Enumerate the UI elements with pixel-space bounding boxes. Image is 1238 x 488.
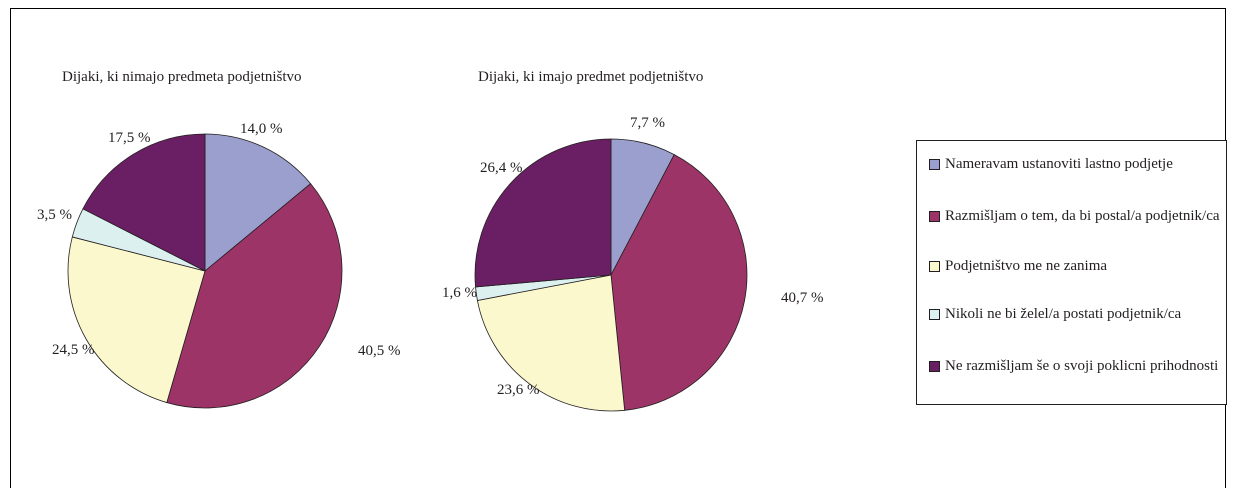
pie-2-title: Dijaki, ki imajo predmet podjetništvo xyxy=(478,69,704,85)
legend-swatch xyxy=(929,261,940,272)
pie-2-data-label-2: 40,7 % xyxy=(781,290,824,306)
legend-swatch xyxy=(929,309,940,320)
legend-swatch xyxy=(929,361,940,372)
legend-label: Razmišljam o tem, da bi postal/a podjetn… xyxy=(945,208,1220,224)
pie-2-data-label-3: 23,6 % xyxy=(497,382,540,398)
legend-label: Ne razmišljam še o svoji poklicni prihod… xyxy=(945,358,1219,374)
pie-1-data-label-4: 3,5 % xyxy=(37,207,72,223)
legend-label: Nikoli ne bi želel/a postati podjetnik/c… xyxy=(945,306,1182,322)
legend-swatch xyxy=(929,159,940,170)
pie-2-slice-3 xyxy=(476,274,626,412)
legend-swatch xyxy=(929,211,940,222)
pie-2-data-label-4: 1,6 % xyxy=(442,285,477,301)
pie-1-slice-5 xyxy=(82,133,206,272)
pie-1-data-label-3: 24,5 % xyxy=(52,342,95,358)
pie-1-slice-3 xyxy=(67,236,206,404)
pie-1-title: Dijaki, ki nimajo predmeta podjetništvo xyxy=(62,69,302,85)
pie-1-data-label-2: 40,5 % xyxy=(358,343,401,359)
legend: Nameravam ustanoviti lastno podjetje Raz… xyxy=(916,140,1227,405)
pie-2-slice-2 xyxy=(610,154,748,411)
legend-label: Podjetništvo me ne zanima xyxy=(945,258,1108,274)
pie-1-data-label-1: 14,0 % xyxy=(240,121,283,137)
pie-1-data-label-5: 17,5 % xyxy=(108,130,151,146)
pie-1-slice-1 xyxy=(204,133,312,272)
pie-2-slice-5 xyxy=(474,138,612,288)
pie-2-data-label-5: 26,4 % xyxy=(480,160,523,176)
legend-label: Nameravam ustanoviti lastno podjetje xyxy=(945,156,1173,172)
pie-1-slice-2 xyxy=(166,183,343,409)
pie-2-data-label-1: 7,7 % xyxy=(630,115,665,131)
